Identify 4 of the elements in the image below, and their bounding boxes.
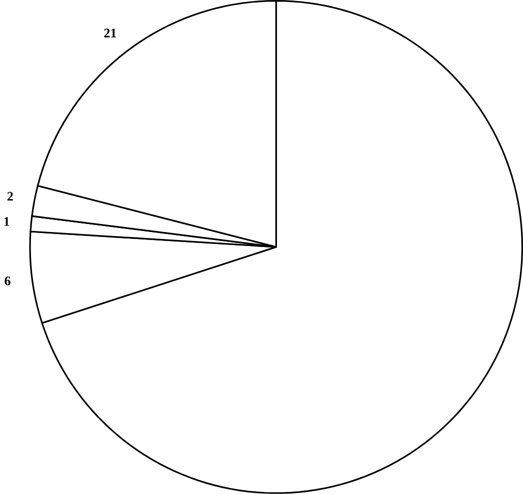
data-label: 2 [7,192,13,201]
data-label: 1 [4,217,10,226]
data-label: 6 [4,276,10,286]
data-label: 21 [104,28,116,38]
